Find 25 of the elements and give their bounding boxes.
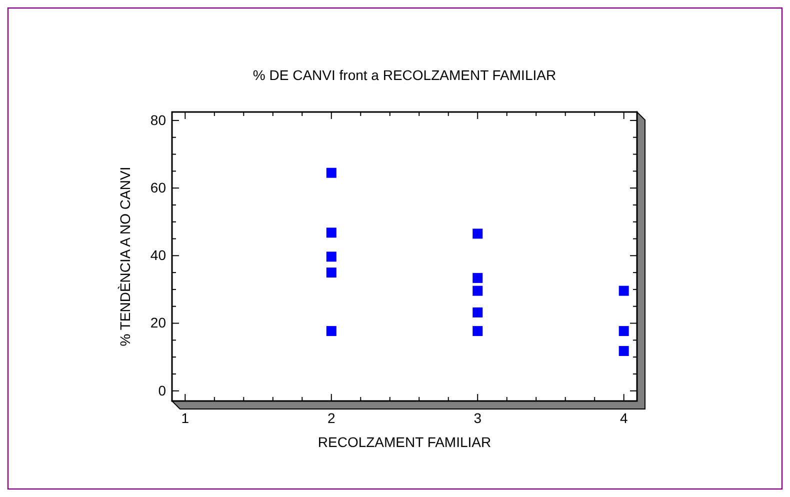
y-tick-label: 60 [150, 180, 166, 196]
point [326, 268, 336, 278]
point [326, 326, 336, 336]
chart-title: % DE CANVI front a RECOLZAMENT FAMILIAR [252, 67, 556, 83]
point [326, 228, 336, 238]
y-tick-label: 40 [150, 247, 166, 264]
point [472, 307, 483, 318]
point [472, 326, 483, 336]
point [326, 252, 336, 262]
point [618, 286, 629, 296]
point [472, 286, 483, 296]
point [326, 168, 336, 178]
y-tick-label: 0 [158, 382, 166, 398]
x-tick-label: 3 [474, 410, 482, 426]
point [472, 228, 483, 239]
point [472, 272, 483, 283]
point [618, 326, 629, 336]
x-tick-label: 4 [620, 410, 628, 426]
x-tick-label: 1 [181, 410, 190, 426]
y-tick-label: 80 [150, 112, 166, 128]
y-tick-label: 20 [150, 314, 166, 331]
x-axis-title: RECOLZAMENT FAMILIAR [318, 434, 492, 450]
point [618, 346, 629, 356]
x-tick-label: 2 [327, 410, 336, 426]
y-axis-title: % TENDÈNCIA A NO CANVI [117, 166, 133, 346]
